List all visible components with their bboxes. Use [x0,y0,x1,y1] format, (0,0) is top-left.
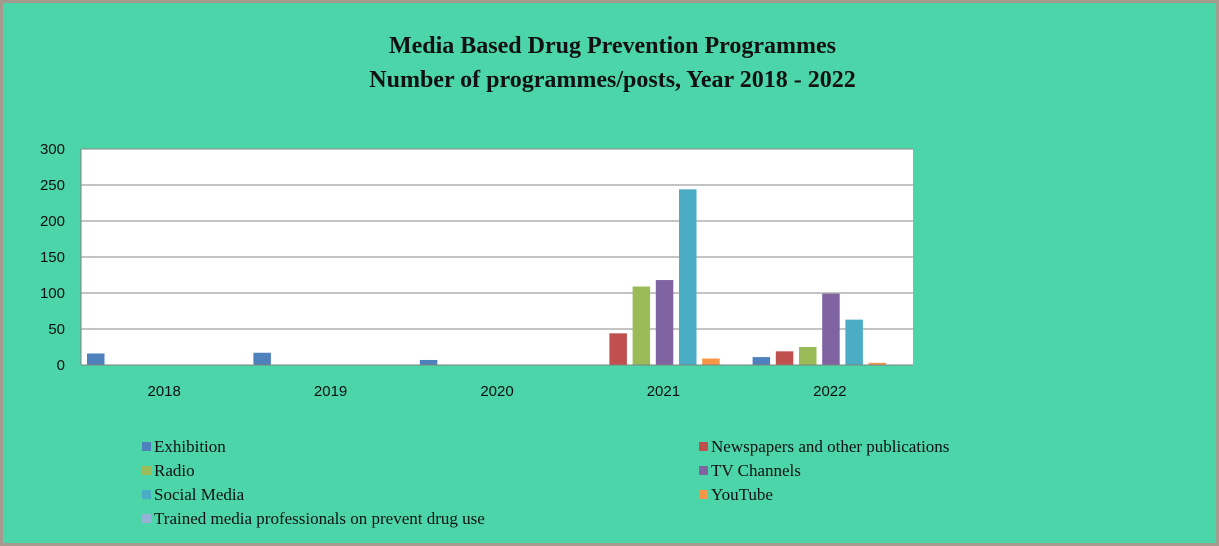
legend-item: Radio [142,460,195,482]
y-tick-label: 50 [48,321,65,338]
legend-swatch [142,465,151,475]
legend-swatch [142,513,151,523]
legend-swatch [699,441,708,451]
bar [868,362,887,365]
legend-swatch [699,489,708,499]
legend-item: Exhibition [142,436,226,458]
legend-item: Trained media professionals on prevent d… [142,508,485,530]
bar [775,351,794,365]
legend-item: Social Media [142,484,244,506]
legend-item: Newspapers and other publications [699,436,949,458]
x-tick-label: 2018 [148,383,181,400]
bar [822,293,840,365]
legend-item: TV Channels [699,460,801,482]
bar [253,352,271,365]
x-tick-label: 2021 [647,383,680,400]
x-tick-label: 2019 [314,383,347,400]
bar [845,319,863,365]
chart-title: Media Based Drug Prevention Programmes [388,33,837,59]
legend-label: YouTube [711,485,773,504]
y-tick-label: 250 [40,177,65,194]
bar [752,357,771,365]
bar [799,347,817,365]
chart-subtitle: Number of programmes/posts, Year 2018 - … [369,67,856,93]
bar [632,286,651,365]
legend-swatch [699,465,708,475]
legend-label: Social Media [154,485,245,504]
x-tick-label: 2020 [480,383,513,400]
bar [655,280,674,365]
y-tick-label: 150 [40,249,65,266]
legend-label: Exhibition [154,437,226,456]
legend-item: YouTube [699,484,773,506]
legend-swatch [142,441,151,451]
legend-label: TV Channels [711,461,801,480]
bar [702,358,720,365]
bar [679,189,697,365]
legend-swatch [142,489,151,499]
y-tick-label: 300 [40,141,65,158]
x-tick-label: 2022 [813,383,846,400]
bar [87,353,105,365]
y-tick-label: 200 [40,213,65,230]
y-tick-label: 100 [40,285,65,302]
y-tick-label: 0 [57,357,65,374]
bar [609,333,627,365]
legend-label: Trained media professionals on prevent d… [154,509,485,528]
legend-label: Radio [154,461,195,480]
chart-plot: 0 50 100 150 200 250 300 2018 2019 2020 2021 2022 [40,141,913,400]
bar [419,359,438,365]
legend-label: Newspapers and other publications [711,437,950,456]
